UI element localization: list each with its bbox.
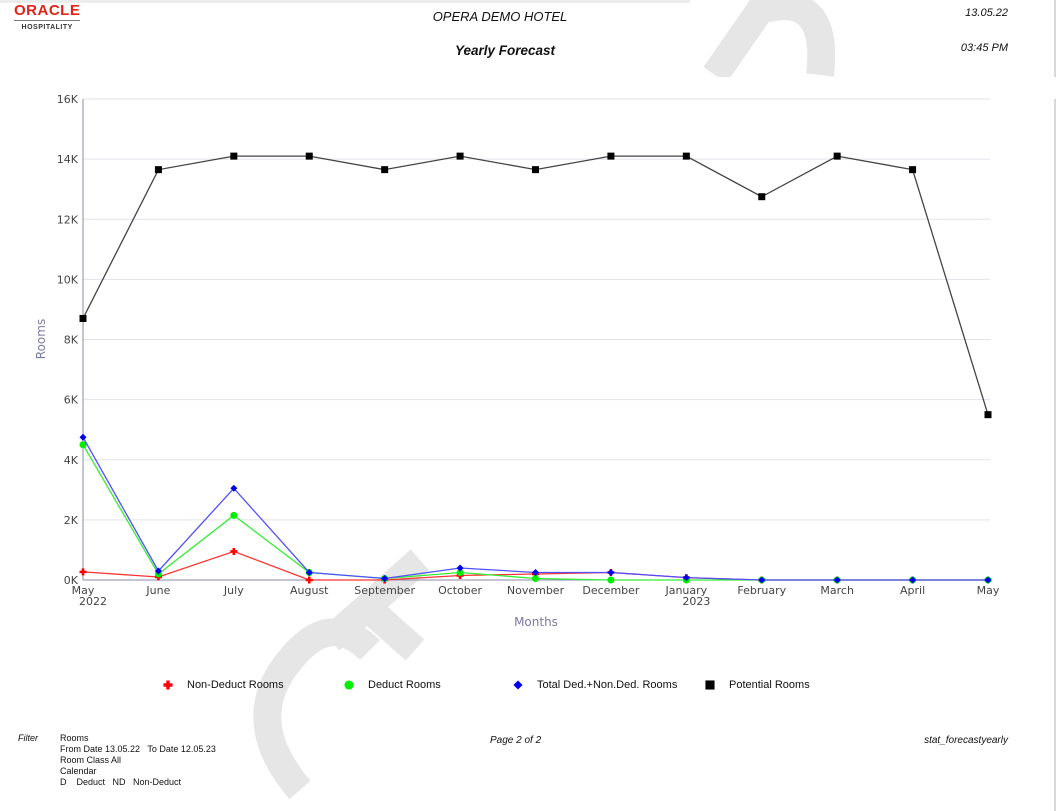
data-point	[79, 433, 87, 441]
legend-item: Potential Rooms	[705, 679, 810, 691]
data-point	[909, 166, 917, 174]
legend-label: Total Ded.+Non.Ded. Rooms	[537, 679, 678, 691]
x-tick-label: May	[72, 584, 95, 597]
series-line	[82, 444, 988, 581]
y-tick-label: 4K	[64, 454, 79, 467]
series-total-ded-non-ded-rooms	[79, 433, 992, 584]
data-point	[305, 568, 313, 576]
data-point	[230, 511, 238, 519]
y-tick-label: 14K	[57, 153, 79, 166]
x-tick-label: April	[900, 584, 925, 597]
x-tick-label: January	[664, 584, 707, 597]
data-point	[532, 568, 539, 576]
data-point	[984, 576, 992, 584]
x-tick-label: May	[977, 584, 1000, 597]
logo-sub-text: HOSPITALITY	[21, 24, 73, 31]
x-tick-label: June	[145, 584, 170, 597]
series-line	[82, 436, 988, 581]
data-point	[154, 166, 162, 174]
data-point	[532, 574, 539, 582]
y-tick-label: 10K	[57, 273, 79, 286]
report-time: 03:45 PM	[960, 42, 1008, 54]
square-marker-icon	[705, 680, 715, 690]
data-point	[456, 152, 464, 160]
x-tick-year-label: 2023	[682, 595, 710, 608]
data-point	[79, 568, 87, 576]
page-top-border	[0, 0, 690, 3]
hotel-name: OPERA DEMO HOTEL	[432, 9, 568, 24]
data-point	[456, 568, 464, 576]
data-point	[682, 152, 690, 160]
x-tick-label: July	[223, 584, 244, 597]
logo-main-text: ORACLE	[14, 2, 81, 21]
report-id: stat_forecastyearly	[924, 735, 1008, 746]
y-tick-label: 6K	[64, 394, 79, 407]
x-tick-label: February	[737, 584, 786, 597]
report-title: Yearly Forecast	[454, 43, 556, 58]
legend-item: Total Ded.+Non.Ded. Rooms	[513, 679, 677, 691]
series-deduct-rooms	[79, 441, 992, 584]
y-tick-label: 12K	[57, 213, 79, 226]
data-point	[154, 567, 162, 575]
data-point	[305, 576, 313, 584]
legend-label: Deduct Rooms	[368, 679, 441, 691]
x-tick-label: August	[290, 584, 329, 597]
legend-label: Potential Rooms	[729, 679, 810, 691]
y-tick-label: 2K	[64, 514, 79, 527]
legend-item: Deduct Rooms	[344, 679, 441, 691]
data-point	[381, 574, 389, 582]
y-axis-title: Rooms	[34, 319, 48, 359]
data-point	[607, 152, 615, 160]
data-point	[230, 152, 238, 160]
x-axis-title: Months	[514, 615, 558, 629]
filter-line: D Deduct ND Non-Deduct	[60, 777, 182, 787]
data-point	[833, 152, 841, 160]
x-tick-label: October	[438, 584, 482, 597]
page-right-border	[1054, 0, 1056, 811]
y-tick-label: 16K	[57, 93, 79, 106]
filter-lines: Rooms From Date 13.05.22 To Date 12.05.23…	[60, 733, 260, 788]
report-date: 13.05.22	[965, 7, 1008, 19]
data-point	[381, 166, 389, 174]
data-point	[607, 576, 615, 584]
data-point	[79, 441, 87, 449]
chart-legend: Non-Deduct Rooms Deduct Rooms Total Ded.+N…	[0, 679, 1056, 695]
data-point	[305, 152, 313, 160]
diamond-marker-icon	[513, 680, 523, 690]
data-point	[230, 547, 238, 555]
legend-label: Non-Deduct Rooms	[187, 679, 284, 691]
filter-line: Calendar	[60, 766, 97, 776]
x-tick-label: March	[820, 584, 854, 597]
legend-item: Non-Deduct Rooms	[163, 679, 284, 691]
series-potential-rooms	[79, 152, 992, 419]
data-point	[833, 576, 841, 584]
filter-line: From Date 13.05.22 To Date 12.05.23	[60, 744, 216, 754]
data-point	[682, 574, 690, 582]
data-point	[230, 484, 238, 492]
data-point	[758, 193, 766, 201]
y-tick-label: 0K	[64, 574, 79, 587]
data-point	[607, 568, 615, 576]
series-line	[82, 155, 989, 415]
data-point	[79, 314, 87, 322]
cross-marker-icon	[163, 680, 173, 690]
x-tick-label: September	[354, 584, 415, 597]
filter-label: Filter	[18, 733, 38, 743]
filter-line: Rooms	[60, 733, 89, 743]
page-number: Page 2 of 2	[490, 735, 542, 746]
y-tick-label: 8K	[64, 334, 79, 347]
data-point	[532, 166, 539, 174]
data-point	[758, 576, 766, 584]
filter-line: Room Class All	[60, 755, 122, 765]
x-tick-label: November	[507, 584, 565, 597]
circle-marker-icon	[344, 680, 354, 690]
data-point	[984, 411, 992, 419]
x-tick-label: December	[582, 584, 640, 597]
data-point	[909, 576, 917, 584]
oracle-hospitality-logo: ORACLE HOSPITALITY	[14, 2, 81, 31]
x-tick-year-label: 2022	[79, 595, 107, 608]
data-point	[456, 564, 464, 572]
